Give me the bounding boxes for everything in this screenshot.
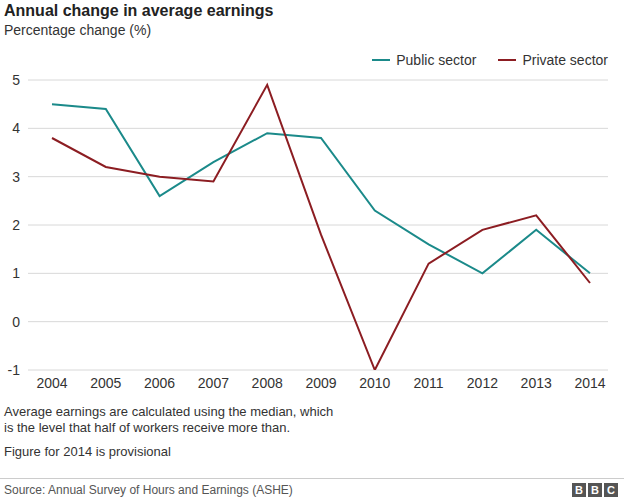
svg-text:4: 4 [12, 120, 20, 136]
html-text:B: B [575, 484, 583, 496]
html-text:C: C [607, 484, 615, 496]
svg-text:-1: -1 [8, 362, 20, 378]
svg-text:2008: 2008 [252, 375, 283, 391]
html-text:Private sector: Private sector [522, 52, 608, 68]
svg-text:2010: 2010 [359, 375, 390, 391]
svg-text:2006: 2006 [144, 375, 175, 391]
svg-text:2004: 2004 [36, 375, 67, 391]
svg-text:0: 0 [12, 314, 20, 330]
html-text:is the level that half of work: is the level that half of workers receiv… [4, 420, 291, 435]
svg-text:2011: 2011 [414, 375, 444, 391]
html-text:Public sector: Public sector [396, 52, 477, 68]
svg-text:3: 3 [12, 169, 20, 185]
html-text:Annual change in average earni: Annual change in average earnings [4, 2, 274, 19]
svg-text:2014: 2014 [574, 375, 605, 391]
svg-text:2007: 2007 [198, 375, 229, 391]
html-text:Source: Annual Survey of Hours: Source: Annual Survey of Hours and Earni… [4, 483, 293, 497]
svg-text:1: 1 [12, 265, 20, 281]
html-text:B: B [591, 484, 599, 496]
svg-text:2009: 2009 [305, 375, 336, 391]
html-text:Figure for 2014 is provisional: Figure for 2014 is provisional [4, 444, 171, 459]
html-text:Average earnings are calculate: Average earnings are calculated using th… [4, 404, 334, 419]
svg-text:2005: 2005 [90, 375, 121, 391]
svg-text:2: 2 [12, 217, 20, 233]
svg-text:2012: 2012 [467, 375, 498, 391]
html-text:Percentage change (%): Percentage change (%) [4, 22, 152, 38]
svg-text:2013: 2013 [521, 375, 552, 391]
svg-text:5: 5 [12, 72, 20, 88]
